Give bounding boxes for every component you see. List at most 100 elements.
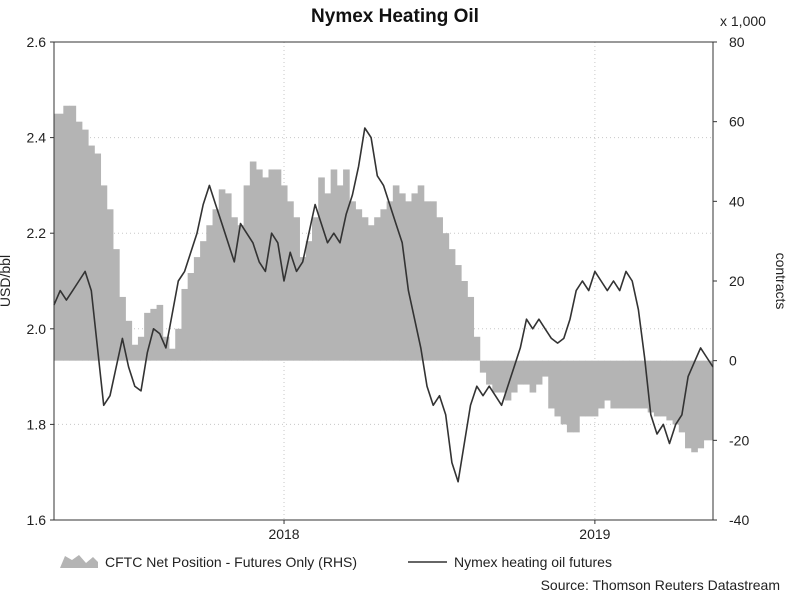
left-tick-label: 2.0 xyxy=(27,321,47,337)
right-axis-multiplier: x 1,000 xyxy=(720,13,766,29)
left-tick-label: 1.6 xyxy=(27,512,47,528)
cftc-bar xyxy=(423,201,431,361)
cftc-bar xyxy=(641,360,649,409)
cftc-bar xyxy=(542,360,549,377)
cftc-bar xyxy=(374,217,381,361)
cftc-bar xyxy=(535,360,543,385)
cftc-net-position-area xyxy=(54,105,714,453)
legend-futures-label: Nymex heating oil futures xyxy=(454,554,612,570)
cftc-bar xyxy=(162,336,170,361)
cftc-bar xyxy=(318,177,325,361)
cftc-bar xyxy=(604,360,611,401)
cftc-bar xyxy=(361,217,369,361)
cftc-bar xyxy=(100,185,108,361)
cftc-bar xyxy=(131,344,139,361)
cftc-bar xyxy=(442,233,450,361)
cftc-bar xyxy=(88,145,95,361)
cftc-bar xyxy=(560,360,568,425)
cftc-bar xyxy=(193,257,201,361)
legend: CFTC Net Position - Futures Only (RHS) N… xyxy=(60,554,612,570)
right-axis-label: contracts xyxy=(773,253,789,310)
cftc-bar xyxy=(579,360,586,417)
left-tick-label: 2.4 xyxy=(27,130,47,146)
left-tick-label: 2.6 xyxy=(27,34,47,50)
cftc-bar xyxy=(175,328,182,361)
legend-cftc-label: CFTC Net Position - Futures Only (RHS) xyxy=(105,554,357,570)
cftc-bar xyxy=(106,209,114,361)
cftc-bar xyxy=(430,201,437,361)
cftc-bar xyxy=(349,201,356,361)
cftc-bar xyxy=(54,113,64,361)
cftc-bar xyxy=(392,185,400,361)
cftc-bar xyxy=(231,217,238,361)
cftc-bar xyxy=(312,217,319,361)
cftc-bar xyxy=(548,360,555,409)
left-tick-label: 2.2 xyxy=(27,225,47,241)
cftc-bar xyxy=(498,360,506,393)
cftc-bar xyxy=(256,169,263,361)
left-axis-ticks: 1.6 1.8 2.0 2.2 2.4 2.6 xyxy=(27,34,54,528)
cftc-bar xyxy=(150,308,157,361)
left-axis-label: USD/bbl xyxy=(0,255,13,307)
cftc-bar xyxy=(305,241,313,361)
cftc-bar xyxy=(287,201,294,361)
cftc-bar xyxy=(411,193,419,361)
cftc-bar xyxy=(63,105,70,361)
cftc-bar xyxy=(137,336,145,361)
cftc-bar xyxy=(212,209,220,361)
cftc-bar xyxy=(336,185,344,361)
right-tick-label: 20 xyxy=(729,273,745,289)
cftc-bar xyxy=(529,360,537,393)
cftc-bar xyxy=(113,249,120,361)
cftc-bar xyxy=(75,121,83,361)
cftc-bar xyxy=(454,265,462,361)
cftc-bar xyxy=(280,185,288,361)
right-tick-label: 40 xyxy=(729,193,745,209)
heating-oil-futures-line xyxy=(53,127,714,483)
cftc-bar xyxy=(243,185,251,361)
right-tick-label: 80 xyxy=(729,34,745,50)
cftc-bar xyxy=(293,217,300,361)
cftc-bar xyxy=(386,201,394,361)
cftc-bar xyxy=(678,360,686,433)
right-tick-label: 0 xyxy=(729,353,737,369)
cftc-bar xyxy=(206,225,213,361)
cftc-bar xyxy=(672,360,680,425)
x-tick-label: 2018 xyxy=(268,526,299,542)
cftc-bar xyxy=(367,225,375,361)
cftc-bar xyxy=(405,201,412,361)
x-tick-label: 2019 xyxy=(579,526,610,542)
futures-line-path xyxy=(53,127,714,483)
cftc-bar xyxy=(653,360,661,417)
cftc-bar xyxy=(224,193,232,361)
cftc-bar xyxy=(629,360,636,409)
cftc-bar xyxy=(616,360,624,409)
cftc-bar xyxy=(125,320,133,361)
cftc-bar xyxy=(169,348,176,361)
cftc-bar xyxy=(691,360,698,453)
cftc-bar xyxy=(610,360,618,409)
cftc-bar xyxy=(585,360,593,417)
cftc-bar xyxy=(697,360,705,449)
cftc-bar xyxy=(486,360,493,385)
cftc-bar xyxy=(448,249,456,361)
cftc-bar xyxy=(94,153,102,361)
right-tick-label: -20 xyxy=(729,432,749,448)
cftc-bar xyxy=(666,360,673,421)
source-note: Source: Thomson Reuters Datastream xyxy=(541,577,780,593)
cftc-bar xyxy=(647,360,655,413)
x-axis-ticks: 2018 2019 xyxy=(268,520,611,542)
left-tick-label: 1.8 xyxy=(27,416,47,432)
cftc-bar xyxy=(330,169,338,361)
cftc-bar xyxy=(685,360,692,449)
cftc-bar xyxy=(703,360,714,441)
cftc-bar xyxy=(324,193,332,361)
cftc-bar xyxy=(517,360,524,385)
cftc-bar xyxy=(249,161,257,361)
cftc-bar xyxy=(187,273,195,361)
cftc-bar xyxy=(492,360,499,393)
cftc-bar xyxy=(566,360,574,433)
right-axis-ticks: -40 -20 0 20 40 60 80 xyxy=(713,34,749,528)
right-tick-label: 60 xyxy=(729,114,745,130)
cftc-bar xyxy=(479,360,487,373)
